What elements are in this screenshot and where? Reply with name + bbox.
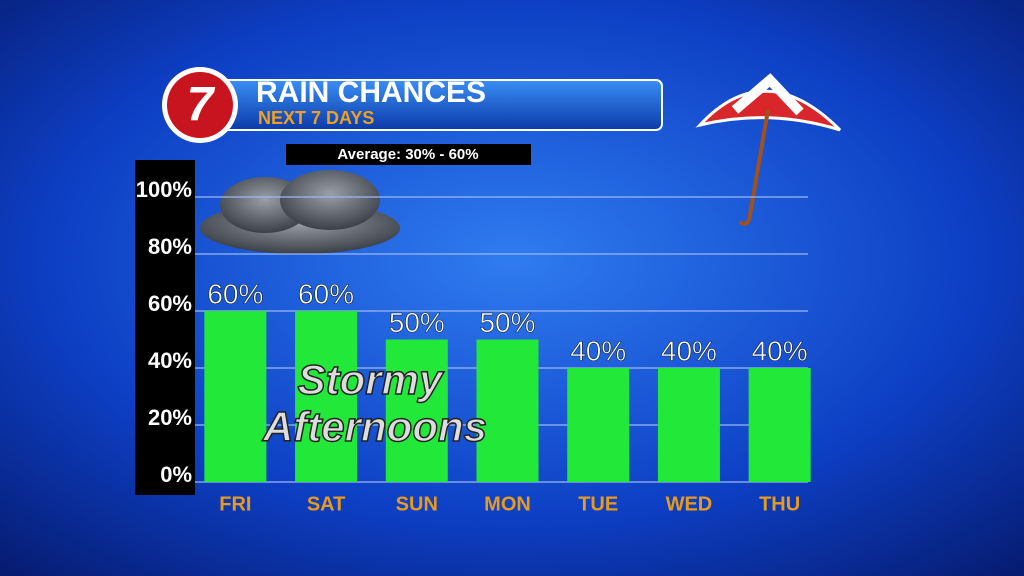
- bar: [657, 368, 720, 482]
- chart-subtitle: NEXT 7 DAYS: [258, 108, 374, 128]
- value-label: 50%: [479, 307, 535, 338]
- y-tick-label: 0%: [160, 462, 192, 487]
- x-tick-label: TUE: [578, 493, 618, 515]
- bar: [204, 311, 267, 482]
- y-tick-label: 100%: [136, 177, 192, 202]
- chart-title: RAIN CHANCES: [256, 76, 486, 109]
- average-box: [286, 144, 531, 165]
- y-tick-label: 40%: [148, 348, 192, 373]
- average-text: Average: 30% - 60%: [337, 146, 478, 163]
- annotation: Afternoons: [262, 403, 487, 450]
- logo: [167, 72, 233, 138]
- x-tick-label: MON: [484, 493, 531, 515]
- value-label: 60%: [207, 278, 263, 309]
- y-tick-label: 60%: [148, 291, 192, 316]
- bar: [295, 311, 358, 482]
- umbrella: [695, 73, 842, 226]
- annotation: Stormy: [298, 356, 445, 403]
- y-tick-label: 80%: [148, 234, 192, 259]
- logo-text: 7: [187, 79, 216, 132]
- value-label: 60%: [298, 278, 354, 309]
- stormy-text: Stormy Afternoons: [261, 355, 488, 451]
- value-label: 40%: [661, 335, 717, 366]
- bar: [385, 339, 448, 482]
- bar: [748, 368, 811, 482]
- cloud: [200, 170, 400, 254]
- x-tick-label: SUN: [396, 493, 438, 515]
- value-label: 50%: [389, 307, 445, 338]
- bar: [476, 339, 539, 482]
- x-tick-label: WED: [666, 493, 713, 515]
- bar: [567, 368, 630, 482]
- x-tick-label: FRI: [219, 493, 251, 515]
- value-label: 40%: [570, 335, 626, 366]
- y-tick-label: 20%: [148, 405, 192, 430]
- axis-band: [135, 160, 195, 495]
- x-tick-label: THU: [759, 493, 800, 515]
- value-label: 40%: [752, 335, 808, 366]
- x-tick-label: SAT: [307, 493, 346, 515]
